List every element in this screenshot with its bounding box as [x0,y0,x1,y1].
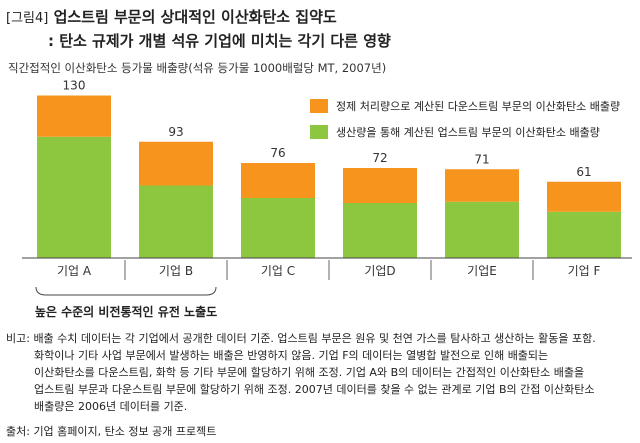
x-tick-label: 기업E [467,264,497,278]
note-line: 이산화탄소를 다운스트림, 화학 등 기타 부문에 할당하기 위해 조정. 기업… [34,366,585,379]
bar-total-label: 130 [63,79,86,93]
note-line: 업스트림 부문과 다운스트림 부문에 할당하기 위해 조정. 2007년 데이터… [34,383,595,396]
unit-label: 직간접적인 이산화탄소 등가물 배출량(석유 등가물 1000배럴당 MT, 2… [8,61,387,75]
note-line: 화학이나 기타 사업 부문에서 발생하는 배출은 반영하지 않음. 기업 F의 … [34,349,549,362]
notes: 비고: 배출 수치 데이터는 각 기업에서 공개한 데이터 기준. 업스트림 부… [6,330,634,415]
legend-label-upstream: 생산량을 통해 계산된 업스트림 부문의 이산화탄소 배출량 [336,126,600,139]
note-line: 배출량은 2006년 데이터를 기준. [34,400,188,413]
annotation-bracket [35,286,217,296]
bar-total-label: 93 [168,125,183,139]
bar-downstream [343,168,417,203]
bar-downstream [37,95,111,137]
bar-total-label: 71 [474,152,489,166]
note-line: 비고: 배출 수치 데이터는 각 기업에서 공개한 데이터 기준. 업스트림 부… [6,332,596,345]
x-tick-label: 기업 A [57,264,92,278]
annotation-label: 높은 수준의 비전통적인 유전 노출도 [35,304,217,319]
bar-upstream [241,198,315,258]
legend-item-upstream: 생산량을 통해 계산된 업스트림 부문의 이산화탄소 배출량 [310,124,620,140]
legend-swatch-downstream [310,99,328,113]
bar-upstream [343,203,417,258]
x-tick-label: 기업 F [568,264,601,278]
x-tick-label: 기업D [364,264,395,278]
bar-upstream [37,136,111,258]
bar-upstream [139,185,213,258]
bars-group: 130 93 76 72 71 61 [37,79,621,258]
bar-total-label: 61 [576,165,591,179]
legend-label-downstream: 정제 처리량으로 계산된 다운스트림 부문의 이산화탄소 배출량 [336,100,621,113]
bar-downstream [547,181,621,212]
bar-total-label: 72 [372,151,387,165]
bar-upstream [547,211,621,258]
chart-title: [그림4] 업스트림 부문의 상대적인 이산화탄소 집약도 [6,6,337,27]
bar-total-label: 76 [270,146,285,160]
bar-downstream [241,163,315,198]
legend: 정제 처리량으로 계산된 다운스트림 부문의 이산화탄소 배출량 생산량을 통해… [310,98,620,150]
legend-swatch-upstream [310,125,328,139]
annotation-group: 높은 수준의 비전통적인 유전 노출도 [35,286,217,319]
source-note: 출처: 기업 홈페이지, 탄소 정보 공개 프로젝트 [6,425,217,438]
bar-downstream [445,169,519,202]
legend-item-downstream: 정제 처리량으로 계산된 다운스트림 부문의 이산화탄소 배출량 [310,98,620,114]
stacked-bar-chart: 130 93 76 72 71 61 기업 A 기업 B 기업 C 기업D 기업E 기업 F 높은 … [22,79,632,319]
bar-downstream [139,141,213,186]
bar-upstream [445,201,519,258]
x-tick-label: 기업 C [261,264,295,278]
title-text: 업스트림 부문의 상대적인 이산화탄소 집약도 [53,8,337,26]
x-tick-label: 기업 B [159,264,193,278]
x-axis: 기업 A 기업 B 기업 C 기업D 기업E 기업 F [22,257,632,280]
chart-subtitle: : 탄소 규제가 개별 석유 기업에 미치는 각기 다른 영향 [48,32,391,50]
figure-label: [그림4] [6,11,49,26]
